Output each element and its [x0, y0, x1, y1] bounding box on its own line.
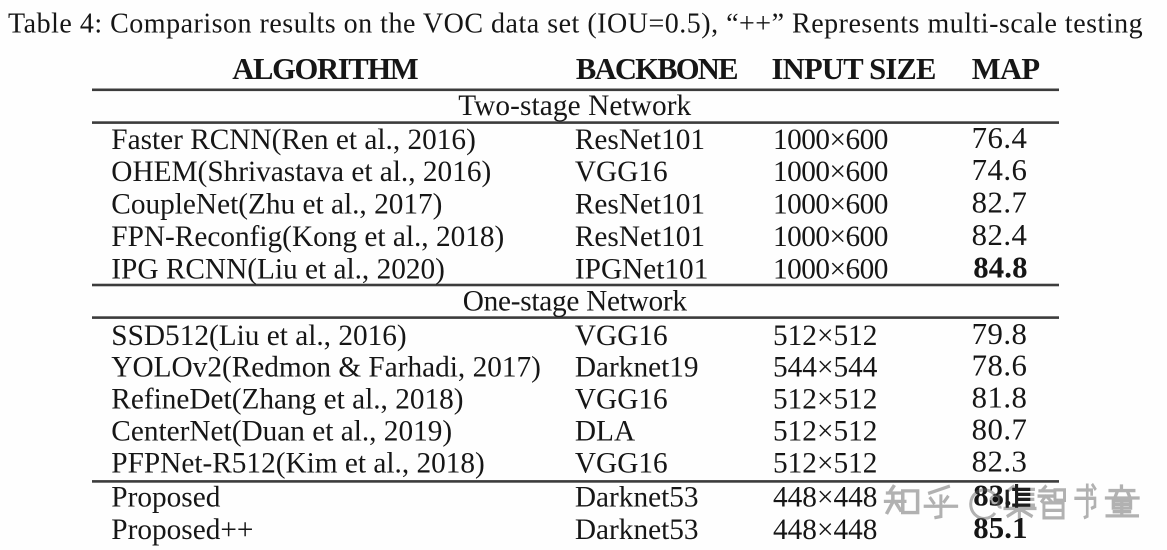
svg-text:74.6: 74.6	[972, 153, 1027, 187]
svg-text:VGG16: VGG16	[575, 320, 668, 352]
svg-text:82.3: 82.3	[972, 444, 1027, 478]
svg-text:Two-stage Network: Two-stage Network	[458, 90, 691, 122]
svg-text:VGG16: VGG16	[575, 156, 668, 188]
svg-text:512×512: 512×512	[773, 384, 877, 416]
svg-text:85.1: 85.1	[973, 511, 1027, 545]
svg-text:PFPNet-R512(Kim et al., 2018): PFPNet-R512(Kim et al., 2018)	[111, 447, 485, 479]
svg-text:One-stage Network: One-stage Network	[463, 286, 688, 318]
svg-text:78.6: 78.6	[972, 349, 1027, 383]
svg-text:OHEM(Shrivastava et al., 2016): OHEM(Shrivastava et al., 2016)	[111, 156, 491, 188]
svg-text:ResNet101: ResNet101	[575, 124, 705, 156]
svg-text:1000×600: 1000×600	[773, 156, 888, 188]
svg-text:76.4: 76.4	[972, 121, 1027, 155]
svg-text:Proposed: Proposed	[111, 482, 220, 514]
svg-text:ResNet101: ResNet101	[575, 189, 705, 221]
svg-text:82.7: 82.7	[972, 186, 1027, 220]
svg-text:VGG16: VGG16	[575, 447, 668, 479]
svg-text:448×448: 448×448	[773, 482, 877, 514]
svg-text:IPGNet101: IPGNet101	[575, 253, 708, 285]
svg-text:512×512: 512×512	[773, 320, 877, 352]
svg-text:FPN-Reconfig(Kong et al., 2018: FPN-Reconfig(Kong et al., 2018)	[111, 221, 504, 253]
svg-text:Darknet19: Darknet19	[575, 352, 699, 384]
svg-text:Darknet53: Darknet53	[575, 514, 699, 546]
svg-text:81.8: 81.8	[972, 381, 1027, 415]
svg-text:Faster RCNN(Ren et al., 2016): Faster RCNN(Ren et al., 2016)	[111, 124, 476, 156]
svg-text:1000×600: 1000×600	[773, 253, 888, 285]
svg-text:82.4: 82.4	[972, 218, 1027, 252]
svg-text:YOLOv2(Redmon & Farhadi, 2017): YOLOv2(Redmon & Farhadi, 2017)	[111, 352, 541, 384]
svg-text:RefineDet(Zhang et al., 2018): RefineDet(Zhang et al., 2018)	[111, 384, 463, 416]
svg-text:544×544: 544×544	[773, 352, 878, 384]
svg-text:80.7: 80.7	[972, 413, 1027, 447]
svg-text:83.: 83.	[973, 479, 1012, 513]
svg-text:Table 4: Comparison results on: Table 4: Comparison results on the VOC d…	[8, 8, 1143, 39]
svg-text:1000×600: 1000×600	[773, 221, 888, 253]
svg-text:IPG RCNN(Liu et al., 2020): IPG RCNN(Liu et al., 2020)	[111, 253, 445, 285]
svg-text:DLA: DLA	[575, 416, 635, 448]
svg-text:ALGORITHM: ALGORITHM	[232, 52, 418, 86]
svg-text:1000×600: 1000×600	[773, 189, 888, 221]
svg-text:MAP: MAP	[972, 52, 1040, 86]
svg-text:Proposed++: Proposed++	[111, 514, 253, 546]
svg-text:1000×600: 1000×600	[773, 124, 888, 156]
svg-text:448×448: 448×448	[773, 514, 877, 546]
svg-text:512×512: 512×512	[773, 447, 877, 479]
svg-text:79.8: 79.8	[972, 317, 1027, 351]
svg-text:ResNet101: ResNet101	[575, 221, 705, 253]
svg-text:Darknet53: Darknet53	[575, 482, 699, 514]
svg-text:512×512: 512×512	[773, 416, 877, 448]
svg-text:INPUT SIZE: INPUT SIZE	[772, 52, 937, 86]
svg-text:VGG16: VGG16	[575, 384, 668, 416]
svg-text:84.8: 84.8	[973, 250, 1027, 284]
svg-text:CoupleNet(Zhu et al., 2017): CoupleNet(Zhu et al., 2017)	[111, 189, 442, 221]
svg-text:BACKBONE: BACKBONE	[576, 52, 739, 86]
svg-text:SSD512(Liu et al., 2016): SSD512(Liu et al., 2016)	[111, 320, 406, 352]
svg-text:CenterNet(Duan et al., 2019): CenterNet(Duan et al., 2019)	[111, 416, 452, 448]
